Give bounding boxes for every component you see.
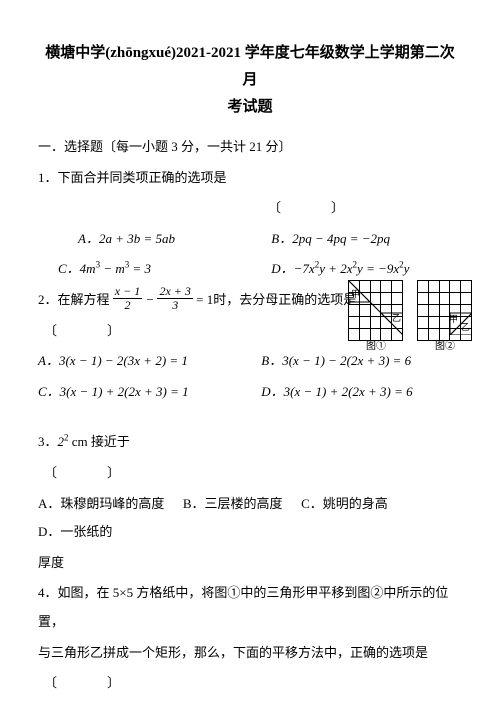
grid-fig-1: 甲 乙 图① — [348, 280, 403, 335]
fig2-label: 图② — [435, 336, 455, 358]
q2-choice-d: D．3(x − 1) + 2(2x + 3) = 6 — [261, 378, 412, 407]
q2-choice-b: B．3(x − 1) − 2(2x + 3) = 6 — [261, 347, 411, 376]
q3-choices: A．珠穆朗玛峰的高度 B．三层楼的高度 C．姚明的身高 D．一张纸的 — [38, 490, 462, 547]
q2-choice-c: C．3(x − 1) + 2(2x + 3) = 1 — [38, 378, 258, 407]
q1-bracket: 〔 〕 — [268, 194, 352, 223]
grid-fig-2: 甲 乙 图② — [417, 280, 472, 335]
tri-jia-2: 甲 — [449, 315, 458, 324]
q3-choice-b: B．三层楼的高度 — [183, 490, 283, 519]
q3-choice-c: C．姚明的身高 — [301, 490, 388, 519]
tri-yi-2: 乙 — [461, 323, 470, 332]
q1-choice-a: A．2a + 3b = 5ab — [78, 225, 268, 254]
fig1-label: 图① — [366, 336, 386, 358]
q2-figures: 甲 乙 图① 甲 乙 图② — [348, 280, 472, 335]
q3-choice-d-cont: 厚度 — [38, 549, 462, 578]
section-header: 一．选择题〔每一小题 3 分，一共计 21 分〕 — [38, 133, 462, 162]
tri-jia-1: 甲 — [351, 290, 360, 299]
q4-bracket: 〔 〕 — [44, 669, 128, 698]
tri-yi-1: 乙 — [392, 314, 401, 323]
q3-choice-d: D．一张纸的 — [38, 518, 112, 547]
q1-stem: 1．下面合并同类项正确的选项是 — [38, 164, 462, 193]
title-line-2: 考试题 — [38, 94, 462, 121]
q3-bracket: 〔 〕 — [44, 459, 128, 488]
q1-choice-c: C．4m3 − m3 = 3 — [58, 255, 268, 284]
q4-stem-1: 4．如图，在 5×5 方格纸中，将图①中的三角形甲平移到图②中所示的位置， — [38, 579, 462, 636]
q4-stem-2: 与三角形乙拼成一个矩形，那么，下面的平移方法中，正确的选项是 — [38, 639, 462, 668]
q3-choice-a: A．珠穆朗玛峰的高度 — [38, 490, 164, 519]
q2-bracket: 〔 〕 — [44, 317, 128, 346]
title-line-1: 横塘中学(zhōngxué)2021-2021 学年度七年级数学上学期第二次月 — [38, 40, 462, 94]
q3-stem: 3．22 cm 接近于 — [38, 428, 462, 457]
q1-choice-b: B．2pq − 4pq = −2pq — [271, 225, 390, 254]
q2-choice-a: A．3(x − 1) − 2(3x + 2) = 1 — [38, 347, 258, 376]
